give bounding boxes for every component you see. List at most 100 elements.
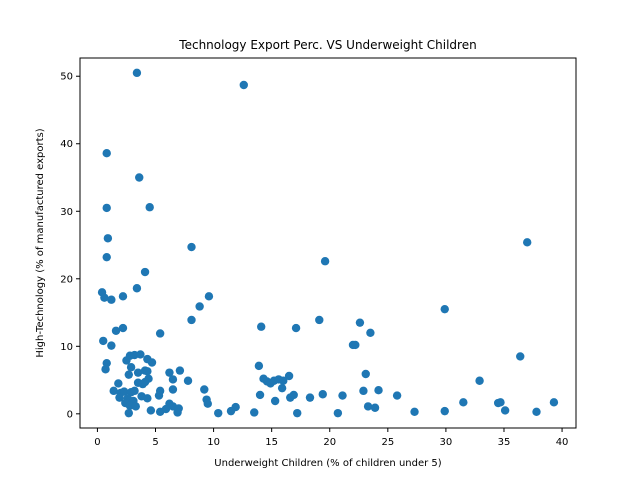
data-point [102,203,111,213]
data-point [145,203,154,212]
y-tick-label: 20 [60,274,73,285]
data-point [254,361,264,371]
data-point [132,284,142,293]
data-point [107,295,116,304]
data-point [195,302,204,311]
data-point [200,385,209,394]
data-point [284,371,294,381]
x-tick-label: 40 [556,437,569,448]
data-point [124,370,133,379]
x-tick-label: 5 [152,437,158,448]
data-point [103,234,113,243]
data-point [277,383,287,393]
data-point [130,386,139,396]
data-point [175,366,185,375]
data-point [475,376,484,385]
data-point [459,398,468,407]
y-tick-label: 0 [67,409,73,420]
x-tick-label: 25 [381,437,394,448]
x-axis-label: Underweight Children (% of children unde… [214,458,441,469]
data-point [109,386,118,396]
data-point [132,68,142,78]
x-tick-label: 0 [94,437,100,448]
data-point [161,404,171,414]
chart-title: Technology Export Perc. VS Underweight C… [178,38,476,52]
data-point [255,390,265,400]
data-point [532,407,541,416]
data-point [549,398,559,407]
data-point [359,386,368,396]
data-point [147,358,157,367]
data-point [259,374,268,383]
data-point [250,408,259,417]
data-point [370,403,380,412]
x-tick-label: 20 [323,437,336,448]
data-point [516,352,525,361]
data-point [257,322,266,331]
data-point [226,406,236,416]
data-point [239,80,248,90]
data-point [279,376,288,385]
data-point [366,328,375,337]
y-tick-label: 40 [60,139,73,150]
data-point [410,407,419,416]
data-point [293,408,302,418]
data-point [165,368,174,377]
data-point [135,173,144,182]
data-point [124,408,133,418]
data-point [136,350,145,359]
data-point [214,408,223,418]
y-axis: 0 10 20 30 40 50 [60,72,80,420]
data-point [102,149,111,158]
data-point [99,336,108,346]
y-tick-label: 30 [60,207,73,218]
x-tick-label: 10 [207,437,220,448]
data-point [204,292,214,301]
data-point [133,368,143,377]
data-point [203,399,212,408]
data-point [143,394,152,403]
data-point [154,391,164,400]
data-point [107,341,116,350]
data-point [187,242,196,252]
data-point [155,329,165,338]
x-tick-label: 35 [498,437,511,448]
data-point [500,406,510,415]
data-point [318,390,327,399]
y-axis-label: High-Technology (% of manufactured expor… [35,128,46,357]
data-point [173,408,182,417]
data-point [363,402,373,411]
data-point [119,387,129,396]
data-point [143,367,152,376]
data-point [187,315,196,325]
data-point [168,375,178,384]
x-axis: 0 5 10 15 20 25 30 35 40 [94,428,568,448]
data-point [291,323,301,333]
data-point [115,393,124,402]
data-point [100,293,109,302]
data-point [114,379,123,388]
data-point [140,377,150,387]
data-point [146,406,156,415]
data-point [102,252,111,262]
data-point [118,292,128,301]
x-tick-label: 30 [440,437,453,448]
data-point [351,340,360,350]
data-point [374,385,383,395]
data-point [140,267,150,277]
y-tick-label: 10 [60,342,73,353]
data-point [320,257,330,266]
data-point [333,408,343,418]
data-point [289,390,298,400]
data-point [168,385,178,394]
data-point [131,402,140,411]
points-layer [97,68,559,418]
data-point [440,406,449,416]
data-point [493,398,503,408]
y-tick-label: 50 [60,72,73,83]
data-point [101,365,110,374]
data-point [126,363,136,372]
data-point [305,393,315,402]
